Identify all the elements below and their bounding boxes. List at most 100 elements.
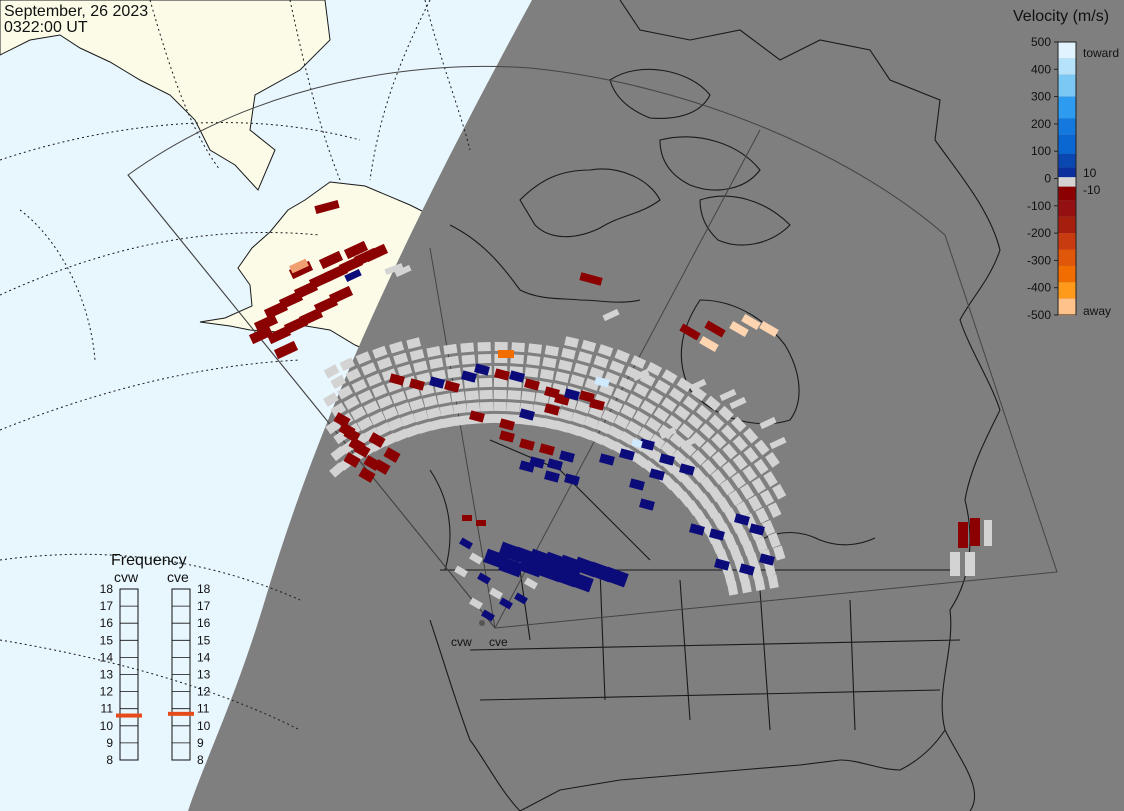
velocity-cell [701, 459, 717, 475]
velocity-cell [554, 371, 570, 383]
velocity-cell [558, 408, 574, 422]
velocity-cell [498, 350, 514, 358]
velocity-cell [526, 355, 541, 366]
velocity-cell [718, 523, 732, 539]
velocity-cell [701, 441, 717, 458]
velocity-cell [614, 349, 630, 363]
velocity-cell [393, 352, 409, 366]
velocity-cell [620, 404, 637, 419]
velocity-cell [696, 404, 712, 421]
velocity-cell [714, 558, 730, 571]
velocity-cell [566, 423, 582, 437]
velocity-cell [494, 341, 508, 352]
velocity-cell [708, 414, 725, 430]
velocity-cell [395, 402, 412, 416]
velocity-cell [741, 540, 755, 557]
legend-swatch [1058, 74, 1076, 97]
legend-tick-label: -300 [1027, 253, 1051, 267]
velocity-cells [248, 200, 992, 622]
velocity-cell [679, 463, 695, 476]
velocity-cell [366, 373, 382, 387]
velocity-cell [659, 426, 677, 440]
velocity-cell [767, 502, 782, 518]
legend-swatch [1058, 216, 1076, 234]
velocity-cell [479, 389, 493, 400]
velocity-cell [554, 420, 570, 433]
velocity-cell [689, 483, 705, 500]
site-label-cvw: cvw [451, 635, 472, 649]
velocity-cell [377, 395, 393, 409]
velocity-cell [728, 490, 743, 507]
velocity-cell [729, 321, 749, 337]
velocity-cell [351, 378, 368, 393]
velocity-cell [613, 414, 630, 429]
radar-sites: cvw cve [451, 620, 508, 649]
velocity-cell [687, 414, 703, 430]
velocity-cell [412, 360, 428, 373]
velocity-cell [740, 578, 752, 594]
velocity-cell [493, 401, 507, 412]
velocity-cell [571, 412, 587, 425]
legend-color-bar [1058, 42, 1076, 316]
frequency-tick-label: 18 [197, 582, 211, 596]
velocity-cell [759, 416, 777, 430]
lat-lon-grid [0, 0, 471, 731]
velocity-cell [564, 388, 580, 401]
velocity-cell [632, 453, 649, 469]
velocity-cell [391, 390, 407, 404]
velocity-cell [564, 336, 579, 348]
legend-tick-label: 100 [1031, 144, 1051, 158]
velocity-cell [518, 556, 544, 578]
velocity-cell [368, 432, 386, 448]
velocity-cell [330, 446, 347, 462]
velocity-cell [742, 465, 758, 482]
velocity-cell [588, 366, 605, 380]
velocity-cell [958, 522, 968, 548]
velocity-cell [507, 390, 522, 401]
velocity-cell [530, 416, 545, 428]
velocity-cell [542, 357, 557, 369]
site-label-cve: cve [489, 635, 508, 649]
velocity-cell [716, 496, 731, 513]
velocity-cell [363, 400, 380, 415]
legend-swatch [1058, 42, 1076, 59]
velocity-cell [581, 339, 597, 353]
velocity-cell [461, 370, 477, 383]
velocity-cell [767, 574, 779, 589]
legend-tick-label: 500 [1031, 35, 1051, 49]
legend-tick-label: -500 [1027, 308, 1051, 322]
frequency-tick-label: 10 [100, 719, 114, 733]
velocity-cell [718, 405, 734, 422]
velocity-cell [613, 387, 629, 402]
velocity-cell [429, 357, 444, 370]
velocity-cell [544, 403, 560, 416]
velocity-cell [388, 417, 404, 431]
velocity-cell [749, 523, 765, 536]
velocity-cell [343, 395, 360, 410]
velocity-cell [731, 472, 746, 489]
date-text: September, 26 2023 [4, 3, 148, 20]
velocity-cell [363, 243, 389, 263]
legend-swatch [1058, 298, 1076, 315]
velocity-cell [384, 263, 404, 275]
frequency-tick-label: 13 [100, 668, 114, 682]
velocity-cell [375, 422, 392, 436]
velocity-cell [539, 368, 555, 380]
frequency-bars: 18 17 16 15 14 13 12 11 10 9 8 18 17 16 15 14 13 12 11 10 9 8 [100, 582, 211, 767]
legend-tick-label: -100 [1027, 199, 1051, 213]
velocity-cell [489, 587, 503, 600]
velocity-cell [559, 450, 575, 463]
velocity-cell [298, 307, 324, 327]
velocity-cell [754, 536, 768, 553]
velocity-cell [479, 401, 494, 412]
velocity-cell [769, 436, 787, 450]
velocity-cell [704, 320, 726, 338]
velocity-cell [519, 460, 535, 473]
frequency-tick-label: 16 [197, 616, 211, 630]
velocity-cell [357, 389, 374, 404]
velocity-cell [547, 458, 563, 471]
velocity-cell [755, 507, 770, 524]
velocity-cell [710, 469, 726, 485]
velocity-cell [765, 451, 780, 468]
